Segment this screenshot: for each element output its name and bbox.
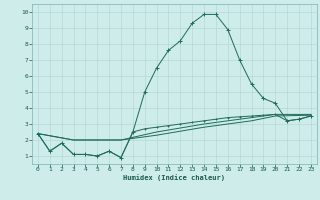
X-axis label: Humidex (Indice chaleur): Humidex (Indice chaleur) — [124, 174, 225, 181]
